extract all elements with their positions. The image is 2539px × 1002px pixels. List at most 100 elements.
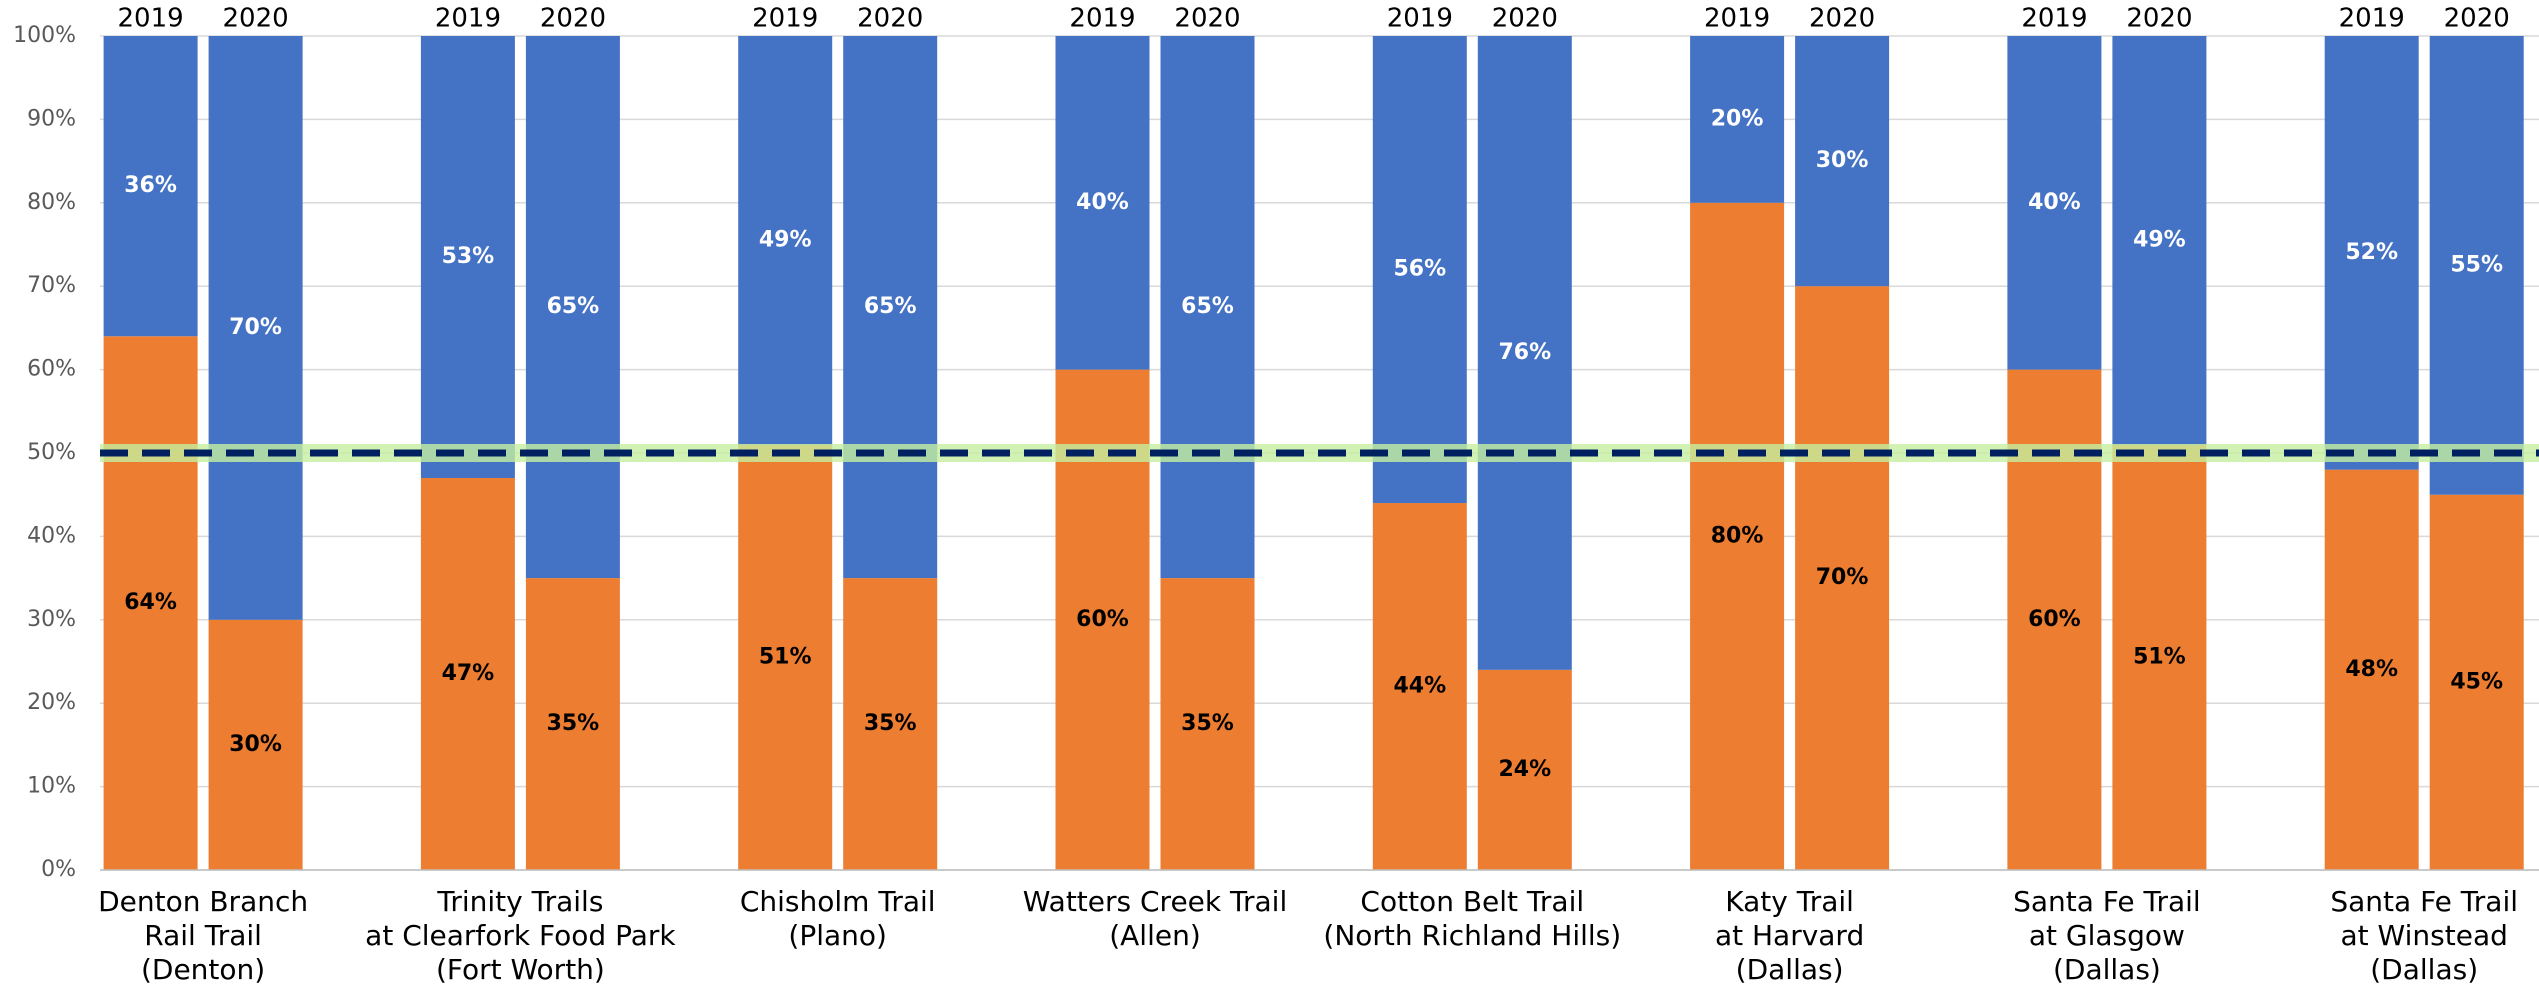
bar-segment [420,36,515,479]
value-label: 30% [229,732,282,757]
group-label: Trinity Trails [436,885,603,918]
bar-segment [2007,36,2102,370]
value-label: 40% [2028,190,2081,215]
group-label: (Fort Worth) [436,953,605,986]
value-label: 70% [1816,565,1869,590]
y-tick-label: 80% [27,190,76,215]
bar-segment [1372,503,1467,870]
bar-segment [738,36,833,445]
value-label: 35% [547,711,600,736]
value-label: 51% [759,644,812,669]
year-label: 2020 [1174,4,1240,34]
group-label: Chisholm Trail [740,885,936,918]
y-tick-label: 20% [27,690,76,715]
group-label: (Allen) [1109,919,1201,952]
year-label: 2020 [857,4,923,34]
bar-segment [208,619,303,870]
bar-segment [1372,36,1467,504]
value-label: 35% [1181,711,1234,736]
bar-segment [2324,469,2419,870]
bar-segment [1690,202,1785,871]
year-label: 2019 [1704,4,1770,34]
bar-segment [103,36,198,337]
value-label: 76% [1498,340,1551,365]
year-label: 2019 [435,4,501,34]
value-label: 64% [124,590,177,615]
group-label: Santa Fe Trail [2330,885,2518,918]
value-label: 30% [1816,148,1869,173]
group-label: Cotton Belt Trail [1360,885,1584,918]
value-label: 55% [2450,252,2503,277]
y-tick-label: 30% [27,607,76,632]
value-label: 52% [2345,240,2398,265]
value-label: 40% [1076,190,1129,215]
group-label: at Winstead [2341,919,2508,952]
group-label: at Clearfork Food Park [365,919,676,952]
y-tick-label: 0% [41,857,76,882]
year-label: 2019 [752,4,818,34]
value-label: 65% [1181,294,1234,319]
group-label: Katy Trail [1725,885,1854,918]
value-label: 36% [124,173,177,198]
year-label: 2019 [2339,4,2405,34]
value-label: 80% [1711,523,1764,548]
group-label: (North Richland Hills) [1323,919,1621,952]
year-label: 2020 [1492,4,1558,34]
group-label: (Plano) [788,919,887,952]
bar-segment [843,36,938,579]
year-label: 2019 [2021,4,2087,34]
bar-segment [1477,669,1572,870]
value-label: 45% [2450,669,2503,694]
bar-segment [1795,36,1890,287]
y-tick-label: 40% [27,523,76,548]
value-label: 53% [442,244,495,269]
y-tick-label: 50% [27,440,76,465]
year-label: 2019 [1387,4,1453,34]
bar-segment [103,336,198,870]
bar-segment [2429,36,2524,495]
value-label: 60% [1076,607,1129,632]
value-label: 47% [442,661,495,686]
group-label: (Denton) [141,953,265,986]
value-label: 65% [864,294,917,319]
value-label: 51% [2133,644,2186,669]
group-label: at Harvard [1715,919,1864,952]
group-label: (Dallas) [2053,953,2161,986]
bar-segment [843,578,938,870]
group-label: Denton Branch [98,885,308,918]
group-label: (Dallas) [2370,953,2478,986]
group-label: Watters Creek Trail [1023,885,1287,918]
bar-segment [2429,494,2524,870]
y-tick-label: 90% [27,106,76,131]
y-tick-label: 60% [27,357,76,382]
value-label: 49% [759,227,812,252]
bar-segment [1160,36,1255,579]
year-label: 2020 [2444,4,2510,34]
bar-segment [1055,36,1150,370]
group-label: at Glasgow [2029,919,2185,952]
y-tick-label: 100% [13,23,76,48]
bar-segment [420,478,515,870]
value-label: 56% [1393,257,1446,282]
bar-segment [1690,36,1785,203]
year-label: 2019 [118,4,184,34]
year-label: 2020 [540,4,606,34]
bar-segment [738,444,833,870]
y-tick-label: 10% [27,774,76,799]
group-label: Santa Fe Trail [2013,885,2201,918]
value-label: 49% [2133,227,2186,252]
bar-segment [2324,36,2419,470]
value-label: 48% [2345,657,2398,682]
bar-segment [208,36,303,620]
year-label: 2020 [2126,4,2192,34]
value-label: 60% [2028,607,2081,632]
bar-segment [1160,578,1255,870]
bar-segment [1795,286,1890,870]
value-label: 24% [1498,757,1551,782]
bar-segment [525,36,620,579]
y-tick-label: 70% [27,273,76,298]
bar-segment [2112,36,2207,445]
value-label: 35% [864,711,917,736]
group-label: Rail Trail [144,919,262,952]
group-label: (Dallas) [1736,953,1844,986]
